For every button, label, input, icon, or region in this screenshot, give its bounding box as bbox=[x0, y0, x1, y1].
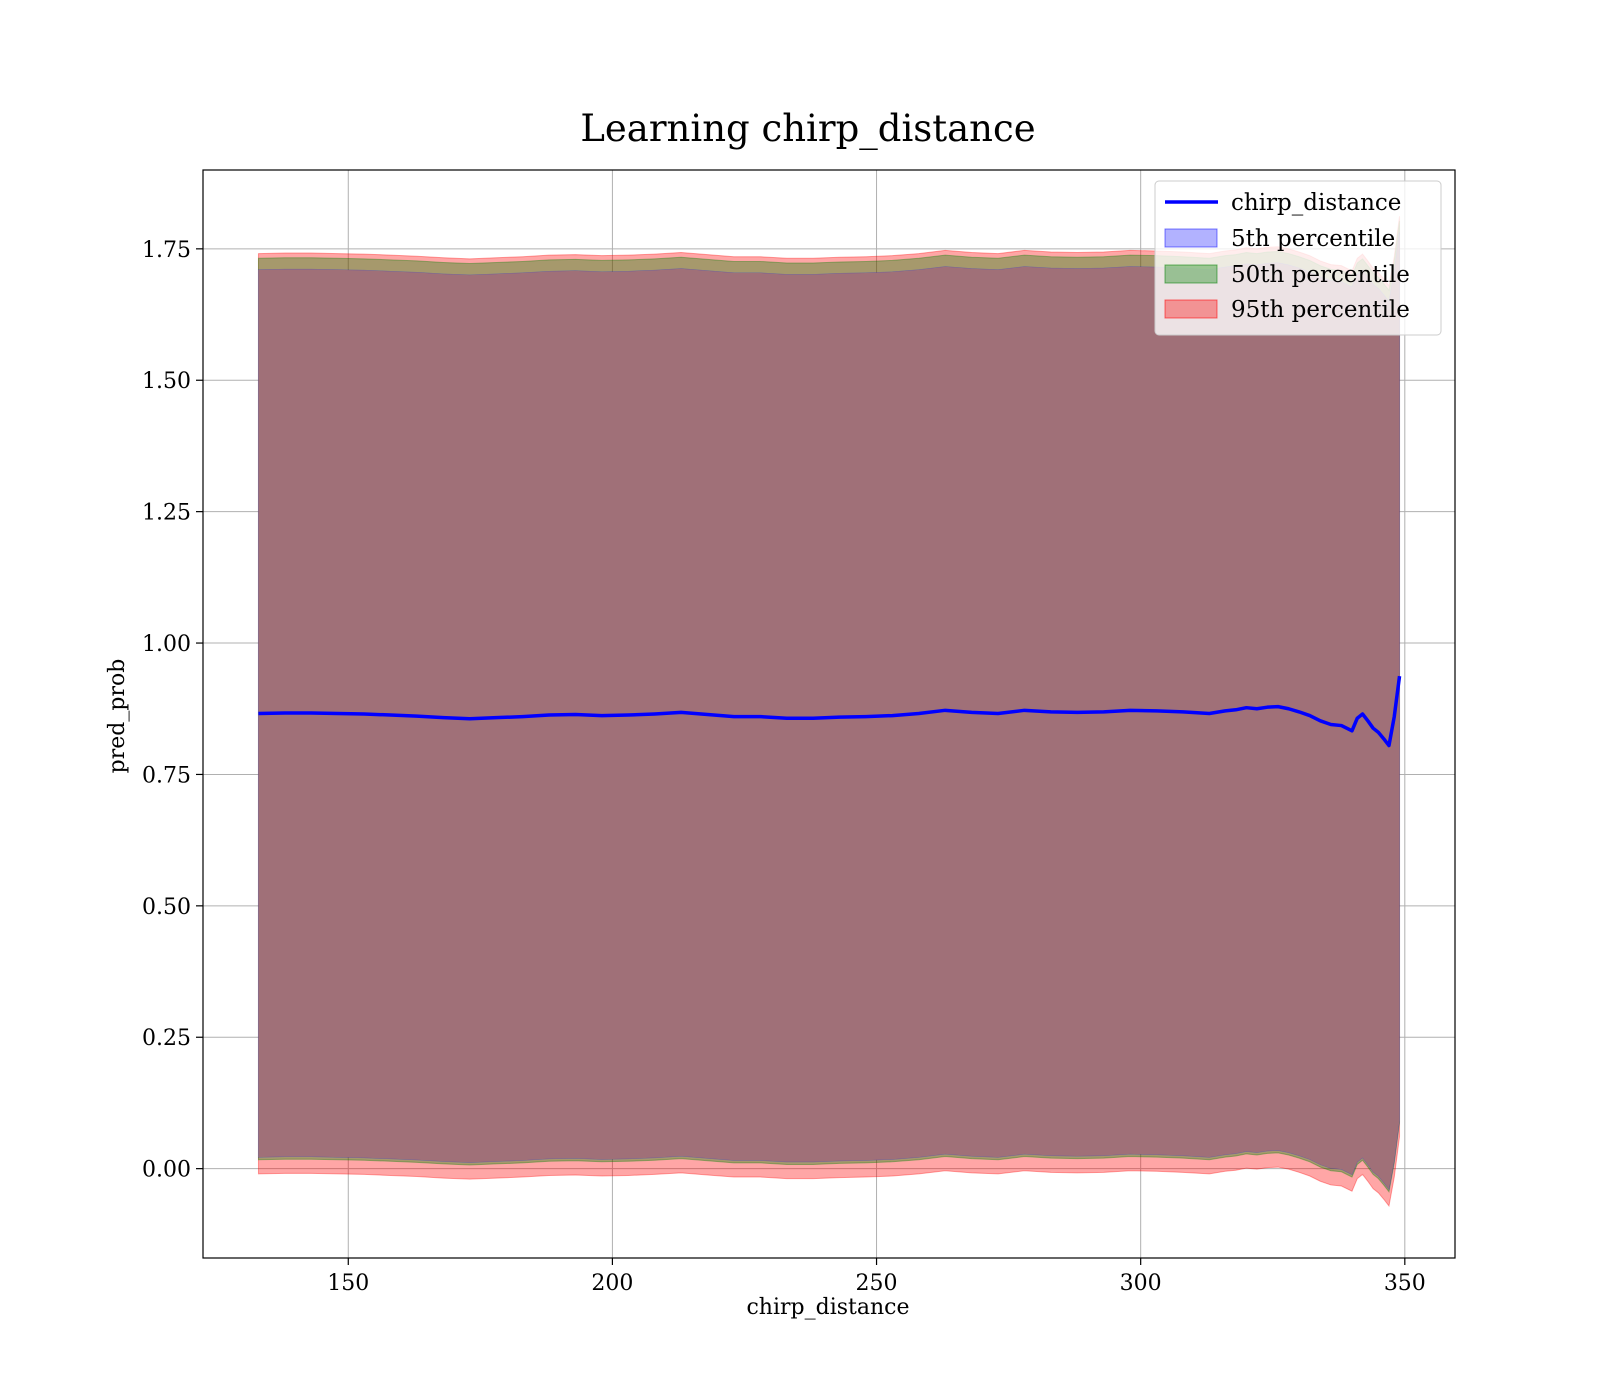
y-tick-label: 0.75 bbox=[142, 763, 191, 788]
x-tick-label: 350 bbox=[1384, 1271, 1426, 1296]
y-tick-label: 0.25 bbox=[142, 1026, 191, 1051]
legend-label: 5th percentile bbox=[1231, 226, 1395, 252]
y-tick-label: 1.00 bbox=[142, 632, 191, 657]
y-tick-label: 0.50 bbox=[142, 895, 191, 920]
legend-swatch-95th bbox=[1164, 299, 1218, 319]
band-overlap bbox=[258, 232, 1400, 1190]
axes-frame bbox=[202, 169, 1456, 1259]
legend-box bbox=[1154, 180, 1442, 336]
legend-swatch-50th bbox=[1164, 264, 1218, 284]
x-tick-label: 200 bbox=[591, 1271, 633, 1296]
y-tick-label: 0.00 bbox=[142, 1158, 191, 1183]
y-axis-label: pred_prob bbox=[105, 659, 130, 774]
x-axis-label: chirp_distance bbox=[746, 1295, 909, 1320]
x-tick-label: 150 bbox=[327, 1271, 369, 1296]
y-tick-label: 1.75 bbox=[142, 238, 191, 263]
plot-area: 150 200 250 300 350 0.00 0.25 0.50 0.75 1.00 1.25 1… bbox=[142, 169, 1456, 1296]
chart-title: Learning chirp_distance bbox=[580, 107, 1035, 151]
y-tick-label: 1.50 bbox=[142, 369, 191, 394]
legend-label: 95th percentile bbox=[1231, 297, 1410, 323]
x-tick-label: 300 bbox=[1120, 1271, 1162, 1296]
series-line-chirp-distance bbox=[258, 675, 1402, 748]
legend-swatch-5th bbox=[1164, 228, 1218, 248]
legend-label: 50th percentile bbox=[1231, 262, 1410, 288]
legend-label: chirp_distance bbox=[1231, 190, 1401, 216]
x-tick-label: 250 bbox=[856, 1271, 898, 1296]
y-tick-label: 1.25 bbox=[142, 501, 191, 526]
legend: chirp_distance 5th percentile 50th percent… bbox=[1154, 180, 1442, 336]
